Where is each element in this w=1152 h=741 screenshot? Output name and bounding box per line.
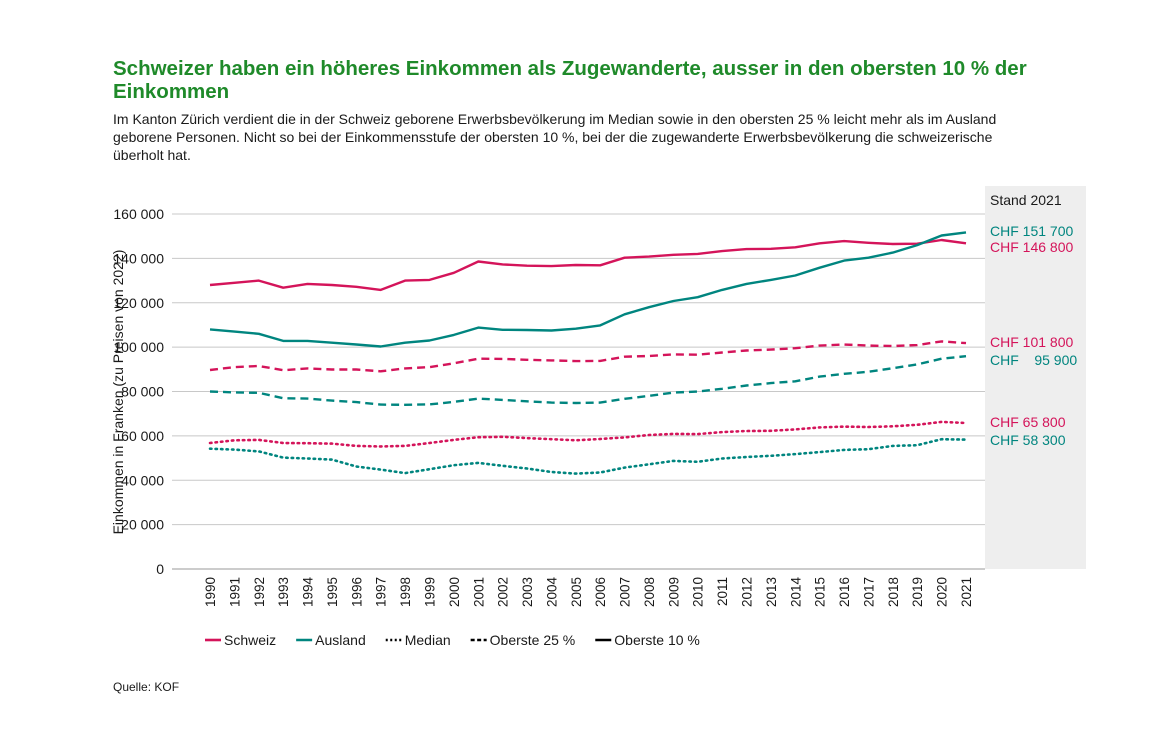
x-tick-label: 1992 xyxy=(252,577,267,607)
legend-label: Ausland xyxy=(315,632,366,648)
legend-label: Schweiz xyxy=(224,632,276,648)
x-tick-label: 2005 xyxy=(569,577,584,607)
x-tick-label: 2002 xyxy=(496,577,511,607)
y-tick-label: 40 000 xyxy=(121,472,164,488)
x-tick-label: 1996 xyxy=(349,577,364,607)
x-tick-label: 2011 xyxy=(715,577,730,606)
x-tick-label: 2021 xyxy=(959,577,974,607)
x-tick-label: 1997 xyxy=(374,577,389,607)
y-tick-label: 140 000 xyxy=(113,250,164,266)
x-tick-label: 2000 xyxy=(447,577,462,607)
x-tick-label: 2016 xyxy=(837,577,852,607)
legend-label: Median xyxy=(405,632,451,648)
x-tick-label: 2019 xyxy=(910,577,925,607)
y-tick-label: 160 000 xyxy=(113,206,164,222)
x-tick-label: 1991 xyxy=(227,577,242,607)
series-line-schweiz-oberste-25- xyxy=(209,340,967,373)
x-tick-label: 2010 xyxy=(691,577,706,607)
x-tick-label: 2018 xyxy=(886,577,901,607)
x-tick-label: 1994 xyxy=(301,577,316,608)
x-tick-label: 2004 xyxy=(544,577,559,608)
end-value-label: CHF 151 700 xyxy=(990,223,1073,239)
x-tick-label: 2020 xyxy=(935,577,950,607)
x-tick-label: 2013 xyxy=(764,577,779,607)
x-tick-label: 2017 xyxy=(861,577,876,607)
x-tick-label: 2012 xyxy=(740,577,755,607)
x-tick-label: 1993 xyxy=(276,577,291,607)
legend-label: Oberste 25 % xyxy=(490,632,576,648)
x-tick-label: 1999 xyxy=(422,577,437,607)
end-value-label: CHF 58 300 xyxy=(990,432,1066,448)
series-line-schweiz-oberste-10- xyxy=(209,238,967,292)
y-tick-label: 0 xyxy=(156,561,164,577)
x-tick-label: 2007 xyxy=(618,577,633,607)
end-value-label: CHF 95 900 xyxy=(990,352,1077,368)
x-tick-label: 1990 xyxy=(203,577,218,607)
y-tick-label: 100 000 xyxy=(113,339,164,355)
x-tick-label: 2014 xyxy=(788,577,803,608)
x-tick-label: 1995 xyxy=(325,577,340,607)
panel-title: Stand 2021 xyxy=(990,192,1062,208)
series-line-ausland-median xyxy=(208,437,968,475)
x-tick-label: 2006 xyxy=(593,577,608,607)
x-tick-label: 2009 xyxy=(666,577,681,607)
x-tick-label: 2003 xyxy=(520,577,535,607)
end-value-label: CHF 146 800 xyxy=(990,239,1073,255)
y-tick-label: 120 000 xyxy=(113,295,164,311)
chart-title: Schweizer haben ein höheres Einkommen al… xyxy=(113,57,1027,103)
x-tick-label: 1998 xyxy=(398,577,413,607)
end-value-label: CHF 65 800 xyxy=(990,414,1066,430)
x-tick-label: 2008 xyxy=(642,577,657,607)
legend-label: Oberste 10 % xyxy=(614,632,700,648)
source-note: Quelle: KOF xyxy=(113,680,180,694)
y-tick-label: 20 000 xyxy=(121,517,164,533)
end-value-panel xyxy=(985,186,1086,569)
series-line-ausland-oberste-10- xyxy=(209,231,967,348)
series-line-schweiz-median xyxy=(208,420,968,448)
end-value-label: CHF 101 800 xyxy=(990,334,1073,350)
chart-subtitle: Im Kanton Zürich verdient die in der Sch… xyxy=(113,111,997,163)
y-tick-label: 60 000 xyxy=(121,428,164,444)
series-line-ausland-oberste-25- xyxy=(209,355,967,406)
y-axis-title: Einkommen in Franken (zu Preisen von 202… xyxy=(110,250,126,535)
x-tick-label: 2001 xyxy=(471,577,486,607)
y-tick-label: 80 000 xyxy=(121,384,164,400)
x-tick-label: 2015 xyxy=(813,577,828,607)
